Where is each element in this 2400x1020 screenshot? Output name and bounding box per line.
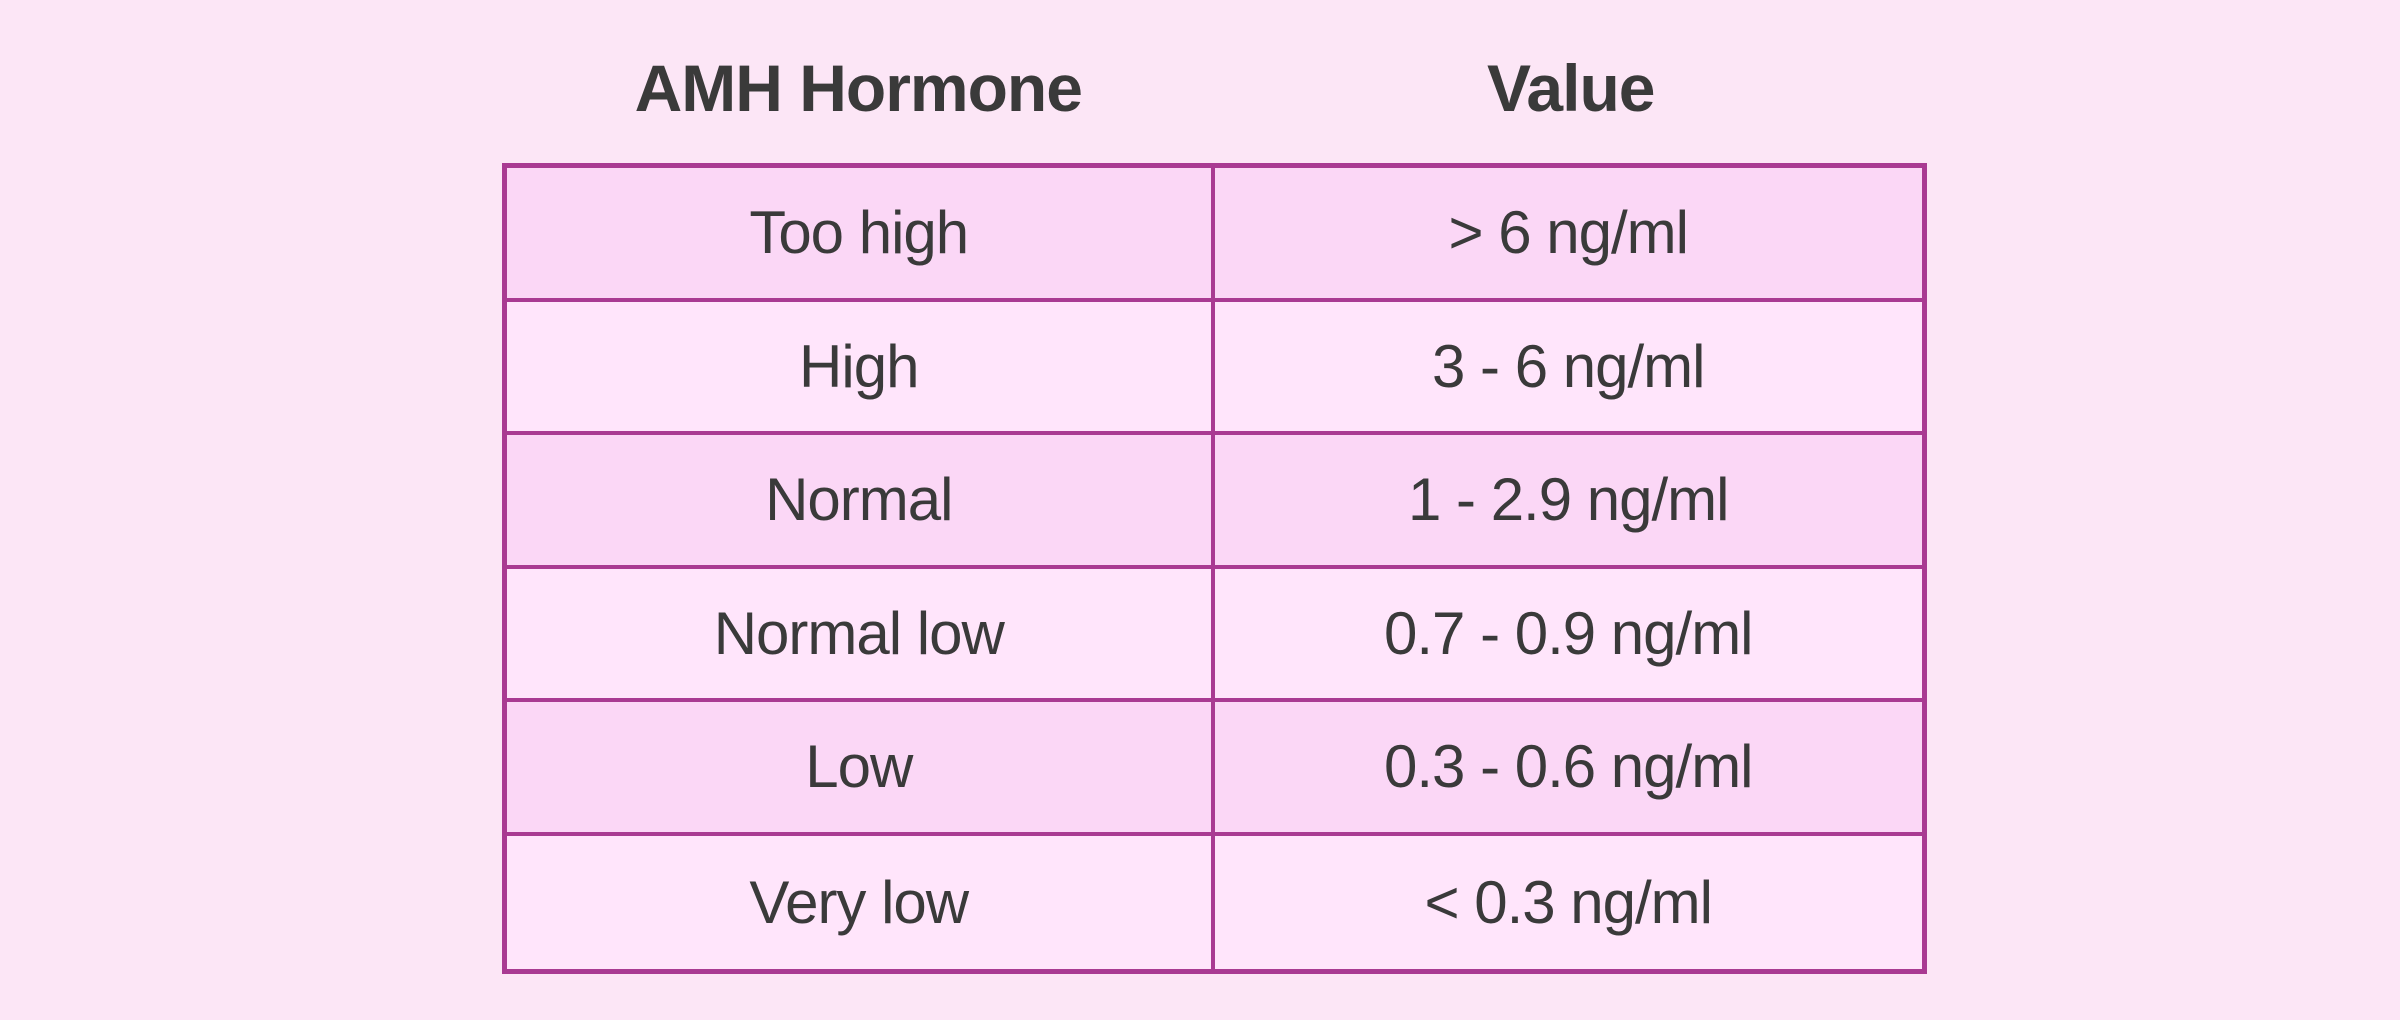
value-cell: 3 - 6 ng/ml xyxy=(1214,301,1922,431)
value-cell: > 6 ng/ml xyxy=(1214,168,1922,298)
table-row: High 3 - 6 ng/ml xyxy=(507,301,1922,435)
hormone-level-cell: Too high xyxy=(507,168,1215,298)
column-header-hormone: AMH Hormone xyxy=(634,51,1083,125)
value-cell: 1 - 2.9 ng/ml xyxy=(1214,435,1922,565)
table-row: Normal 1 - 2.9 ng/ml xyxy=(507,435,1922,569)
hormone-level-cell: Low xyxy=(507,702,1215,832)
hormone-level-cell: Normal low xyxy=(507,568,1215,698)
value-cell: 0.3 - 0.6 ng/ml xyxy=(1214,702,1922,832)
hormone-level-cell: High xyxy=(507,301,1215,431)
table-row: Low 0.3 - 0.6 ng/ml xyxy=(507,702,1922,836)
value-cell: 0.7 - 0.9 ng/ml xyxy=(1214,568,1922,698)
table-row: Very low < 0.3 ng/ml xyxy=(507,835,1922,969)
table-row: Too high > 6 ng/ml xyxy=(507,168,1922,302)
hormone-level-cell: Normal xyxy=(507,435,1215,565)
value-cell: < 0.3 ng/ml xyxy=(1214,835,1922,969)
table-header-row: AMH Hormone Value xyxy=(502,28,1927,148)
table-row: Normal low 0.7 - 0.9 ng/ml xyxy=(507,568,1922,702)
amh-reference-table: Too high > 6 ng/ml High 3 - 6 ng/ml Norm… xyxy=(502,163,1927,974)
hormone-level-cell: Very low xyxy=(507,835,1215,969)
column-header-value: Value xyxy=(1487,51,1655,125)
